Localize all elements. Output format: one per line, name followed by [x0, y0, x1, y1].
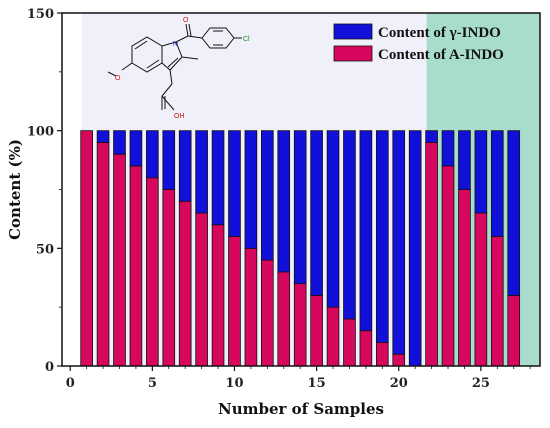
- bar-a-indo-22: [425, 142, 438, 367]
- bar-gamma-indo-20: [392, 130, 406, 355]
- bar-a-indo-5: [146, 177, 159, 367]
- bar-a-indo-4: [129, 165, 143, 367]
- legend-label-a-indo: Content of A-INDO: [378, 47, 504, 63]
- indomethacin-structure: [107, 23, 242, 111]
- bar-a-indo-15: [310, 294, 323, 367]
- bar-gamma-indo-14: [293, 130, 307, 285]
- bar-gamma-indo-15: [310, 130, 323, 296]
- bar-a-indo-10: [228, 236, 241, 367]
- bar-gamma-indo-26: [490, 130, 504, 237]
- legend-label-gamma-indo: Content of γ-INDO: [378, 25, 501, 41]
- bar-a-indo-6: [162, 189, 176, 367]
- structure-hydroxyl-label: OH: [174, 113, 185, 120]
- y-tick-label: 100: [27, 125, 54, 140]
- bar-a-indo-14: [293, 283, 307, 367]
- x-tick-label: 15: [308, 376, 326, 391]
- bar-a-indo-1: [80, 130, 93, 367]
- bar-gamma-indo-9: [211, 130, 225, 226]
- x-tick-label: 20: [390, 376, 408, 391]
- bar-gamma-indo-23: [441, 130, 455, 167]
- bar-a-indo-20: [392, 353, 406, 367]
- bar-a-indo-23: [441, 165, 455, 367]
- y-tick-label: 50: [36, 242, 54, 257]
- bar-gamma-indo-27: [507, 130, 521, 296]
- bar-a-indo-26: [490, 236, 504, 367]
- bar-gamma-indo-21: [408, 130, 422, 367]
- y-axis-title: Content (%): [6, 139, 24, 240]
- bar-gamma-indo-11: [244, 130, 258, 249]
- bar-gamma-indo-2: [96, 130, 110, 143]
- bar-gamma-indo-25: [474, 130, 488, 214]
- bar-gamma-indo-12: [261, 130, 274, 261]
- bar-a-indo-27: [507, 294, 521, 367]
- bar-gamma-indo-7: [178, 130, 192, 202]
- bar-a-indo-12: [261, 259, 274, 367]
- bar-a-indo-9: [211, 224, 225, 367]
- structure-chloro-label: Cl: [243, 36, 250, 43]
- bar-a-indo-16: [326, 306, 340, 367]
- structure-methoxy-o-label: O: [115, 75, 121, 82]
- bar-gamma-indo-6: [162, 130, 176, 190]
- legend-swatch-a-indo: [333, 45, 373, 62]
- axis-ticks: 0 5 10 15 20 25 0 50 100 150: [27, 7, 531, 391]
- bar-a-indo-18: [359, 330, 373, 367]
- structure-carbonyl-o-label: O: [183, 17, 189, 24]
- bar-a-indo-7: [178, 200, 192, 367]
- bar-gamma-indo-4: [129, 130, 143, 167]
- x-tick-label: 10: [225, 376, 243, 391]
- bar-a-indo-11: [244, 247, 258, 367]
- bar-gamma-indo-10: [228, 130, 241, 237]
- bar-a-indo-3: [113, 153, 126, 367]
- x-tick-label: 25: [472, 376, 490, 391]
- bar-gamma-indo-16: [326, 130, 340, 308]
- x-axis-title: Number of Samples: [218, 400, 384, 418]
- x-tick-label: 5: [148, 376, 157, 391]
- bar-a-indo-8: [195, 212, 208, 367]
- y-tick-label: 150: [27, 7, 54, 22]
- bar-a-indo-17: [343, 318, 356, 367]
- x-tick-label: 0: [66, 376, 75, 391]
- bars: [80, 130, 521, 367]
- bar-gamma-indo-22: [425, 130, 438, 143]
- bar-a-indo-2: [96, 142, 110, 367]
- bar-a-indo-19: [375, 342, 389, 367]
- bar-gamma-indo-19: [375, 130, 389, 343]
- structure-nitrogen-label: N: [173, 41, 178, 48]
- y-tick-label: 0: [45, 360, 54, 375]
- bar-gamma-indo-24: [458, 130, 471, 190]
- legend-swatch-gamma-indo: [333, 23, 373, 40]
- legend: Content of γ-INDO Content of A-INDO: [333, 23, 504, 63]
- bar-gamma-indo-17: [343, 130, 356, 320]
- bar-gamma-indo-8: [195, 130, 208, 214]
- bar-a-indo-13: [277, 271, 291, 367]
- bar-gamma-indo-5: [146, 130, 159, 179]
- bar-gamma-indo-3: [113, 130, 126, 155]
- bar-a-indo-25: [474, 212, 488, 367]
- bar-gamma-indo-13: [277, 130, 291, 273]
- bar-gamma-indo-18: [359, 130, 373, 332]
- bar-a-indo-24: [458, 189, 471, 367]
